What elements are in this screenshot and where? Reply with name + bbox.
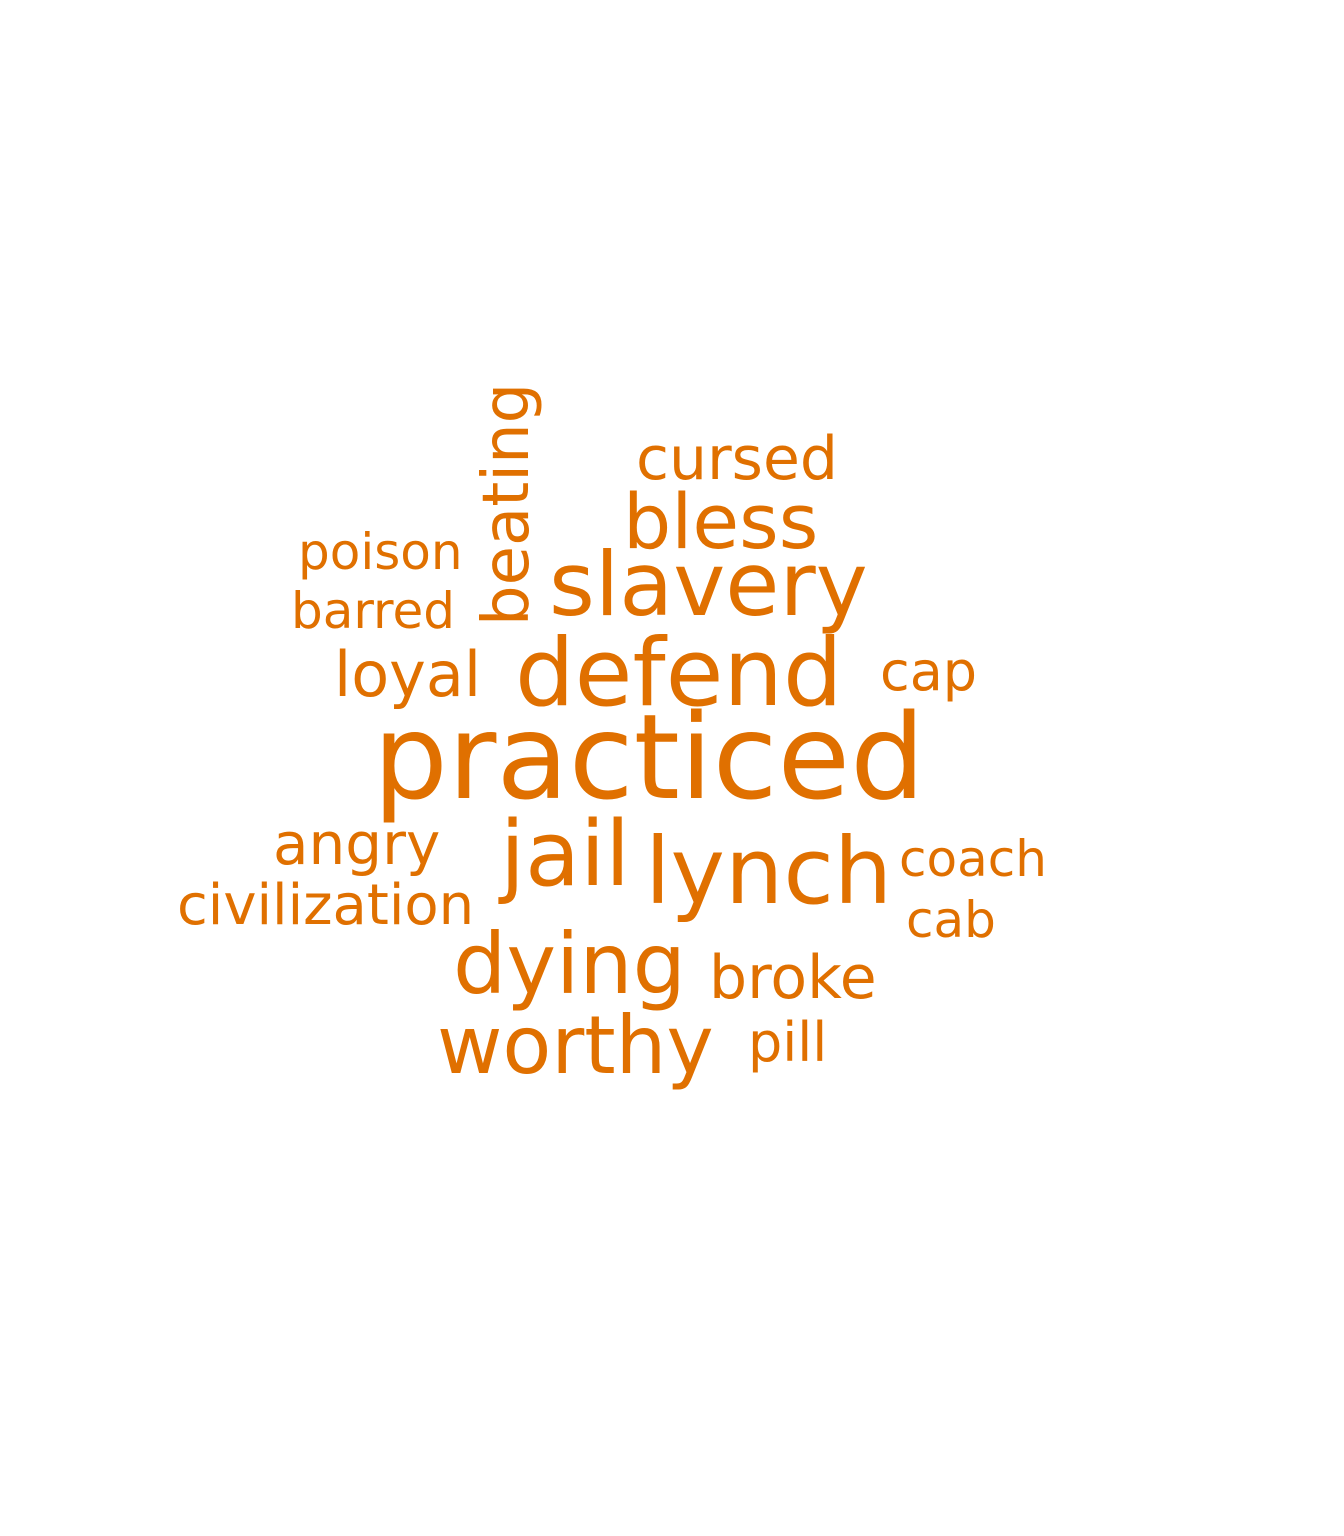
word-barred: barred (291, 582, 456, 640)
word-jail: jail (500, 802, 631, 907)
word-broke: broke (709, 943, 877, 1013)
word-cap: cap (880, 640, 978, 703)
word-cab: cab (906, 891, 996, 949)
word-civilization: civilization (177, 873, 475, 938)
word-poison: poison (298, 523, 463, 581)
word-defend: defend (515, 619, 843, 728)
word-dying: dying (453, 915, 686, 1013)
word-loyal: loyal (334, 638, 482, 711)
word-coach: coach (899, 830, 1047, 888)
word-practiced: practiced (373, 688, 926, 826)
word-pill: pill (748, 1011, 828, 1074)
word-beating: beating (470, 382, 544, 626)
word-lynch: lynch (645, 818, 893, 925)
word-slavery: slavery (549, 533, 868, 636)
word-bless: bless (623, 477, 819, 566)
word-worthy: worthy (437, 999, 714, 1092)
word-angry: angry (273, 810, 441, 878)
word-cursed: cursed (636, 424, 838, 494)
